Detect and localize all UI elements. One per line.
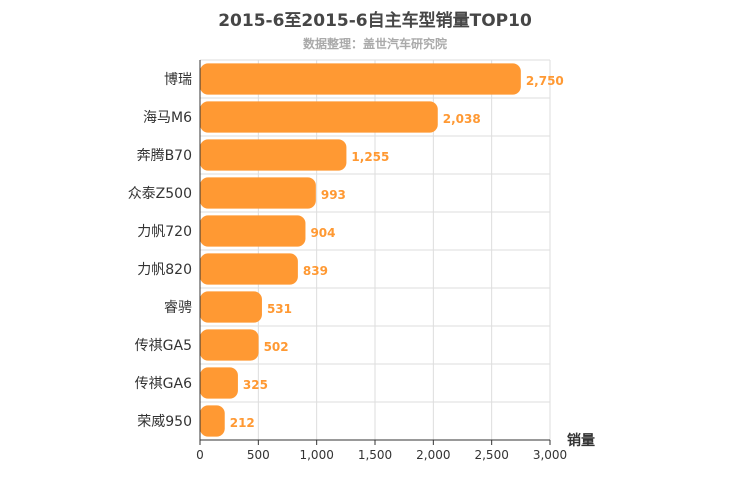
value-label: 993 — [321, 188, 346, 202]
bar — [200, 63, 521, 95]
x-tick-label: 2,000 — [416, 448, 450, 462]
x-tick-label: 500 — [247, 448, 270, 462]
category-label: 众泰Z500 — [128, 186, 192, 202]
category-label: 海马M6 — [143, 110, 192, 126]
value-label: 2,038 — [443, 112, 481, 126]
x-tick-label: 1,000 — [299, 448, 333, 462]
chart-title: 2015-6至2015-6自主车型销量TOP10 — [218, 11, 532, 31]
value-label: 1,255 — [351, 150, 389, 164]
value-label: 325 — [243, 378, 268, 392]
x-tick-label: 3,000 — [533, 448, 567, 462]
x-axis-title: 销量 — [567, 432, 595, 449]
chart-subtitle: 数据整理：盖世汽车研究院 — [302, 37, 447, 51]
category-label: 睿骋 — [164, 300, 192, 316]
bar — [200, 253, 298, 285]
value-label: 212 — [230, 416, 255, 430]
bar — [200, 329, 259, 361]
value-label: 839 — [303, 264, 328, 278]
bars: 2,750 2,038 1,255 993 904 839 531 502 325 212 — [200, 63, 564, 437]
bar — [200, 215, 306, 247]
category-label: 奔腾B70 — [137, 147, 192, 164]
x-tick-label: 2,500 — [474, 448, 508, 462]
x-tick-label: 0 — [196, 448, 204, 462]
category-label: 力帆720 — [137, 224, 192, 240]
bar — [200, 405, 225, 437]
value-label: 502 — [264, 340, 289, 354]
value-label: 531 — [267, 302, 292, 316]
category-label: 传祺GA5 — [135, 338, 192, 354]
bar — [200, 367, 238, 399]
category-label: 力帆820 — [137, 262, 192, 278]
category-label: 传祺GA6 — [135, 376, 192, 392]
x-tick-label: 1,500 — [358, 448, 392, 462]
category-label: 荣威950 — [137, 414, 192, 430]
category-label: 博瑞 — [164, 71, 192, 88]
value-label: 2,750 — [526, 74, 564, 88]
bar — [200, 139, 347, 171]
grid-lines — [200, 59, 551, 441]
value-label: 904 — [310, 226, 335, 240]
bar — [200, 291, 262, 323]
bar — [200, 101, 438, 133]
bar — [200, 177, 316, 209]
